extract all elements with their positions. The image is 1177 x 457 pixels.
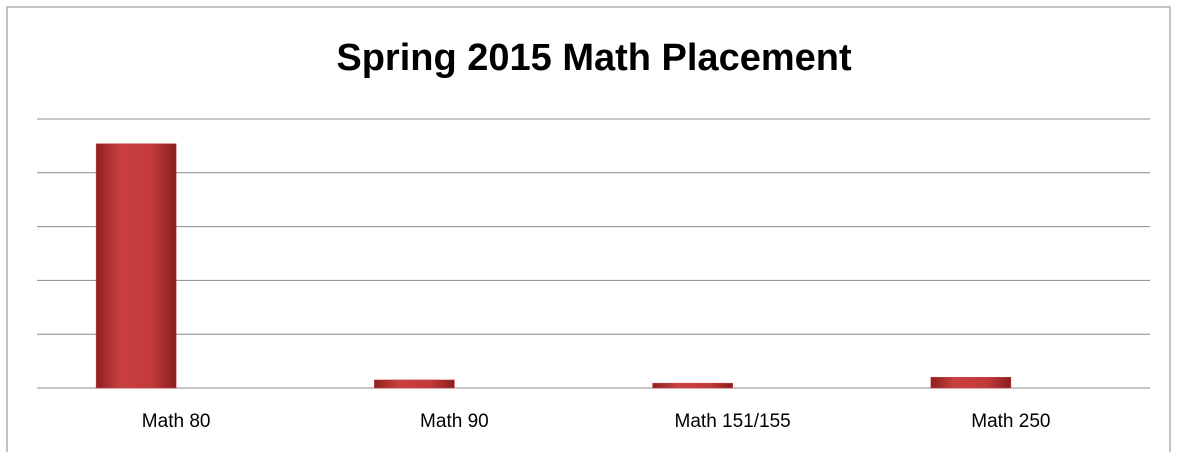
bar bbox=[652, 382, 733, 389]
bar bbox=[930, 376, 1012, 389]
bar bbox=[95, 143, 177, 389]
x-tick-label: Math 80 bbox=[142, 411, 211, 432]
bar bbox=[374, 379, 455, 389]
x-tick-label: Math 90 bbox=[420, 411, 489, 432]
x-tick-label: Math 250 bbox=[971, 411, 1050, 432]
chart-border bbox=[6, 6, 1171, 452]
chart-title: Spring 2015 Math Placement bbox=[336, 37, 852, 79]
x-tick-label: Math 151/155 bbox=[675, 411, 791, 432]
